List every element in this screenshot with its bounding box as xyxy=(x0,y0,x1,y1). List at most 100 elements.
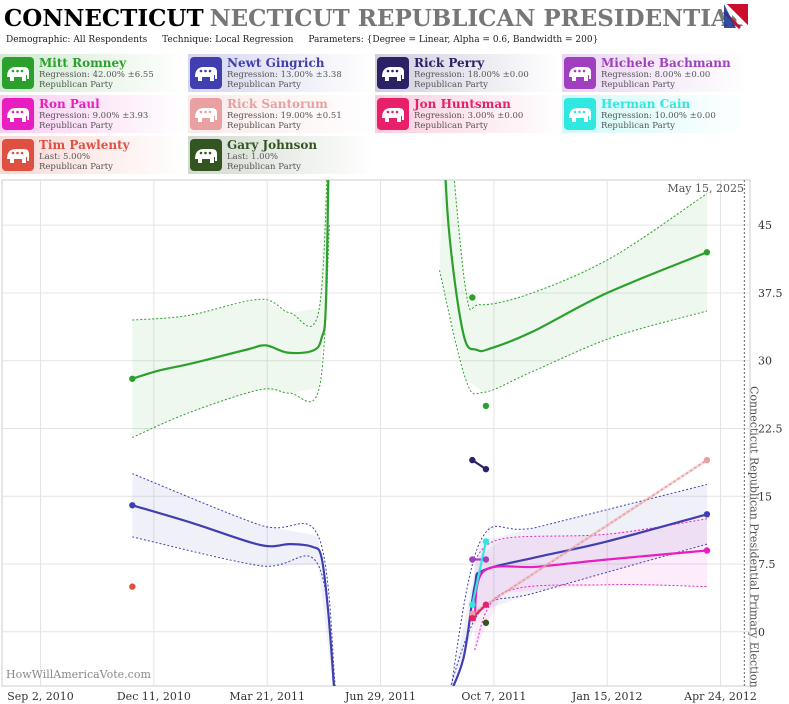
candidate-name: Rick Perry xyxy=(414,56,485,70)
elephant-icon xyxy=(377,98,409,130)
candidate-card-ron-paul[interactable]: Ron Paul Regression: 9.00% ±3.93 Republica… xyxy=(0,95,186,133)
mitt-romney-a-band-lower xyxy=(132,225,330,438)
candidate-party: Republican Party xyxy=(227,162,301,172)
demographic-value: All Respondents xyxy=(73,35,148,45)
flag-logo-icon xyxy=(722,2,750,30)
y-tick-label: 45 xyxy=(758,219,772,232)
michele-bachmann-point xyxy=(469,556,476,563)
herman-cain-point xyxy=(482,538,490,545)
candidate-party: Republican Party xyxy=(601,80,675,90)
mitt-romney-trend-a xyxy=(132,180,330,380)
rick-santorum-point xyxy=(703,456,711,464)
y-tick-label: 0 xyxy=(758,626,765,639)
x-tick-label: Oct 7, 2011 xyxy=(461,690,526,703)
herman-cain-trend xyxy=(471,541,488,605)
candidate-name: Michele Bachmann xyxy=(601,56,731,70)
candidate-result: Regression: 9.00% ±3.93 xyxy=(39,111,149,121)
regression-chart: 0 7.5 15 22.5 30 37.5 45 Sep 2, 2010 Dec 11, 201… xyxy=(1,179,783,703)
jon-huntsman-point xyxy=(469,615,476,622)
candidate-card-tim-pawlenty[interactable]: Tim Pawlenty Last: 5.00% Republican Party xyxy=(0,136,186,174)
mitt-romney-point xyxy=(482,402,490,410)
elephant-icon xyxy=(2,98,34,130)
elephant-icon xyxy=(190,57,222,89)
candidate-card-rick-santorum[interactable]: Rick Santorum Regression: 19.00% ±0.51 Rep… xyxy=(188,95,374,133)
mitt-romney-point xyxy=(469,294,476,301)
parameters-bar: Demographic: All Respondents Technique: … xyxy=(6,35,598,45)
page-title: CONNECTICUT NECTICUT REPUBLICAN PRESIDENT… xyxy=(4,2,744,34)
mitt-romney-b-band-fill xyxy=(439,180,707,393)
candidate-name: Rick Santorum xyxy=(227,97,328,111)
rick-santorum-point xyxy=(469,610,476,617)
y-tick-label: 30 xyxy=(758,355,772,368)
newt-gingrich-b-band-fill xyxy=(451,484,707,686)
mitt-romney-point xyxy=(703,249,711,256)
mitt-romney-point xyxy=(129,375,136,382)
newt-gingrich-b-band-upper xyxy=(450,484,708,686)
elephant-icon xyxy=(2,57,34,89)
jon-huntsman-point xyxy=(482,601,490,608)
candidate-result: Last: 5.00% xyxy=(39,152,91,162)
mitt-romney-trend-b xyxy=(444,180,708,353)
demographic-label: Demographic: xyxy=(6,35,71,45)
ron-paul-point xyxy=(703,547,711,554)
candidate-name: Mitt Romney xyxy=(39,56,127,70)
newt-gingrich-point xyxy=(129,502,136,509)
candidate-party: Republican Party xyxy=(39,80,113,90)
candidate-result: Regression: 3.00% ±0.00 xyxy=(414,111,524,121)
watermark: HowWillAmericaVote.com xyxy=(6,668,151,681)
candidate-card-rick-perry[interactable]: Rick Perry Regression: 18.00% ±0.00 Republ… xyxy=(375,54,561,92)
tim-pawlenty-point xyxy=(129,583,136,590)
x-tick-label: Sep 2, 2010 xyxy=(7,690,74,703)
rick-perry-point xyxy=(469,456,476,464)
ron-paul-band-fill xyxy=(474,518,707,650)
newt-gingrich-a-band-upper xyxy=(132,473,336,686)
candidate-party: Republican Party xyxy=(227,80,301,90)
y-tick-label: 7.5 xyxy=(758,558,776,571)
title-rest: NECTICUT REPUBLICAN PRESIDENTIAL PRIMAR xyxy=(209,5,744,32)
technique-value: Local Regression xyxy=(215,35,294,45)
candidate-result: Regression: 8.00% ±0.00 xyxy=(601,70,711,80)
election-label: Connecticut Republican Presidential Prim… xyxy=(747,386,760,688)
newt-gingrich-a-band-lower xyxy=(132,536,335,686)
candidate-card-mitt-romney[interactable]: Mitt Romney Regression: 42.00% ±6.55 Repub… xyxy=(0,54,186,92)
technique-label: Technique: xyxy=(162,35,213,45)
candidate-card-jon-huntsman[interactable]: Jon Huntsman Regression: 3.00% ±0.00 Repub… xyxy=(375,95,561,133)
candidate-card-newt-gingrich[interactable]: Newt Gingrich Regression: 13.00% ±3.38 Rep… xyxy=(188,54,374,92)
candidate-card-herman-cain[interactable]: Herman Cain Regression: 10.00% ±0.00 Repub… xyxy=(562,95,748,133)
herman-cain-point xyxy=(469,601,476,608)
plot-frame xyxy=(1,179,751,687)
rick-perry-point xyxy=(482,465,490,473)
elephant-icon xyxy=(377,57,409,89)
michele-bachmann-point xyxy=(482,556,490,563)
candidate-name: Ron Paul xyxy=(39,97,100,111)
elephant-icon xyxy=(190,98,222,130)
candidate-name: Gary Johnson xyxy=(227,138,318,152)
x-tick-label: Mar 21, 2011 xyxy=(229,690,305,703)
elephant-icon xyxy=(564,57,596,89)
candidate-party: Republican Party xyxy=(601,121,675,131)
candidate-card-gary-johnson[interactable]: Gary Johnson Last: 1.00% Republican Party xyxy=(188,136,374,174)
rick-santorum-trend xyxy=(471,459,708,615)
candidate-party: Republican Party xyxy=(414,80,488,90)
candidate-name: Jon Huntsman xyxy=(414,97,511,111)
candidate-party: Republican Party xyxy=(414,121,488,131)
parameters-label: Parameters: xyxy=(308,35,364,45)
title-state: CONNECTICUT xyxy=(4,5,204,32)
candidate-card-michele-bachmann[interactable]: Michele Bachmann Regression: 8.00% ±0.00 R… xyxy=(562,54,748,92)
x-tick-label: Apr 24, 2012 xyxy=(683,690,757,703)
candidate-result: Regression: 10.00% ±0.00 xyxy=(601,111,716,121)
y-tick-label: 37.5 xyxy=(758,287,783,300)
x-tick-label: Dec 11, 2010 xyxy=(117,690,191,703)
newt-gingrich-point xyxy=(703,511,711,518)
mitt-romney-b-band-lower xyxy=(438,270,708,395)
candidate-result: Regression: 42.00% ±6.55 xyxy=(39,70,154,80)
date-annotation: May 15, 2025 xyxy=(667,182,744,195)
candidate-name: Herman Cain xyxy=(601,97,691,111)
gary-johnson-point xyxy=(482,619,490,626)
x-tick-label: Jun 29, 2011 xyxy=(344,690,416,703)
candidate-legend: Mitt Romney Regression: 42.00% ±6.55 Repub… xyxy=(0,54,789,176)
series-group xyxy=(129,180,711,686)
newt-gingrich-b-band-lower xyxy=(450,543,708,686)
elephant-icon xyxy=(2,139,34,171)
candidate-result: Regression: 19.00% ±0.51 xyxy=(227,111,342,121)
